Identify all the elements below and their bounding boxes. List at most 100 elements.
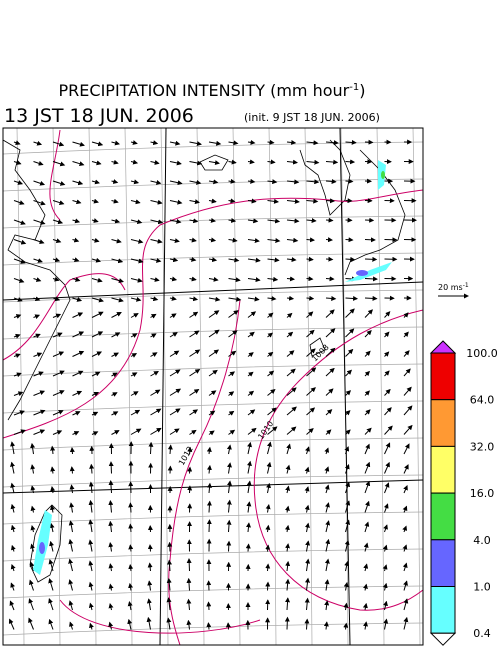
wind-arrow <box>325 409 333 416</box>
wind-arrow <box>403 312 409 318</box>
wind-arrow <box>72 277 81 282</box>
wind-arrow <box>72 180 84 186</box>
colorbar-segment <box>430 492 456 541</box>
wind-arrow <box>267 388 276 396</box>
wind-arrow <box>403 331 409 338</box>
wind-arrow <box>267 407 277 416</box>
wind-arrow <box>10 582 16 591</box>
wind-arrow <box>91 431 99 436</box>
wind-arrow <box>69 484 75 494</box>
wind-arrow <box>305 540 311 552</box>
wind-arrow <box>48 578 54 591</box>
wind-arrow <box>150 219 164 225</box>
wind-arrow <box>208 349 220 357</box>
wind-arrow <box>228 296 242 302</box>
wind-arrow <box>285 560 291 572</box>
wind-arrow <box>324 447 330 455</box>
wind-arrow <box>345 519 351 533</box>
wind-arrow <box>130 391 139 396</box>
wind-arrow <box>169 369 181 377</box>
wind-arrow <box>33 371 44 377</box>
wind-arrow <box>88 581 94 591</box>
wind-arrow <box>111 392 118 397</box>
wind-arrow <box>305 577 310 591</box>
wind-arrow <box>208 296 221 302</box>
colorbar-segment <box>430 445 456 494</box>
wind-arrow <box>72 350 85 357</box>
wind-arrow <box>363 621 369 630</box>
wind-arrow <box>284 505 290 513</box>
wind-arrow <box>267 351 274 357</box>
wind-arrow <box>186 577 192 591</box>
wind-arrow <box>345 429 351 435</box>
wind-arrow <box>266 482 271 494</box>
graticule-line <box>3 178 423 192</box>
wind-arrow <box>285 543 290 552</box>
wind-arrow <box>150 238 163 244</box>
wind-arrow <box>127 601 133 611</box>
wind-arrow <box>189 256 197 262</box>
graticule-line <box>3 437 423 451</box>
wind-arrow <box>228 330 238 338</box>
wind-arrow <box>384 388 391 396</box>
wind-arrow <box>403 386 412 396</box>
wind-arrow <box>325 276 335 282</box>
wind-arrow <box>247 277 261 283</box>
wind-arrow <box>325 388 334 396</box>
wind-arrow <box>189 218 199 224</box>
wind-arrow <box>33 180 46 186</box>
wind-arrow <box>364 521 370 533</box>
wind-arrow <box>88 560 94 572</box>
wind-arrow <box>10 503 16 513</box>
wind-arrow <box>10 524 16 533</box>
wind-arrow <box>364 256 378 262</box>
wind-arrow <box>146 616 152 630</box>
wind-arrow <box>30 485 36 494</box>
wind-arrow <box>267 139 275 145</box>
wind-arrow <box>362 583 368 591</box>
wind-arrow <box>267 257 280 263</box>
wind-arrow <box>88 602 94 611</box>
wind-arrow <box>52 430 63 435</box>
wind-arrow <box>189 296 199 302</box>
precipitation <box>33 160 392 575</box>
map-frame <box>2 127 424 646</box>
wind-arrow <box>150 296 159 302</box>
wind-arrow <box>13 200 25 205</box>
wind-arrow <box>52 276 60 282</box>
wind-arrow <box>169 140 181 146</box>
wind-arrow <box>304 486 310 494</box>
wind-arrow <box>189 179 202 185</box>
wind-arrow <box>228 257 240 263</box>
wind-arrow <box>228 217 237 223</box>
wind-arrow <box>246 522 251 533</box>
wind-arrow <box>33 219 46 225</box>
wind-arrow <box>10 482 16 494</box>
wind-arrow <box>285 485 291 494</box>
wind-arrow <box>150 179 162 185</box>
wind-arrow <box>128 523 134 533</box>
wind-arrow <box>111 278 124 283</box>
colorbar: 100.0 64.0 32.0 16.0 4.0 1.0 0.4 <box>429 340 498 646</box>
wind-arrow <box>169 428 180 435</box>
wind-arrow <box>267 159 276 165</box>
wind-arrow <box>267 312 274 318</box>
wind-arrow <box>306 367 317 377</box>
wind-arrow <box>208 410 216 416</box>
wind-arrow <box>267 179 278 185</box>
wind-arrow <box>68 600 74 611</box>
wind-arrow <box>345 178 354 184</box>
wind-arrow <box>345 410 351 416</box>
wind-arrow <box>286 387 297 396</box>
wind-arrow <box>364 443 370 455</box>
wind-arrow <box>207 482 213 494</box>
wind-arrow <box>364 370 370 377</box>
wind-arrow <box>88 519 94 533</box>
wind-arrow <box>228 277 241 283</box>
wind-arrow <box>325 502 330 513</box>
wind-arrow <box>130 179 140 185</box>
wind-arrow <box>363 542 369 552</box>
wind-arrow <box>402 505 408 513</box>
graticule-line <box>3 548 423 562</box>
wind-arrow <box>169 350 180 357</box>
